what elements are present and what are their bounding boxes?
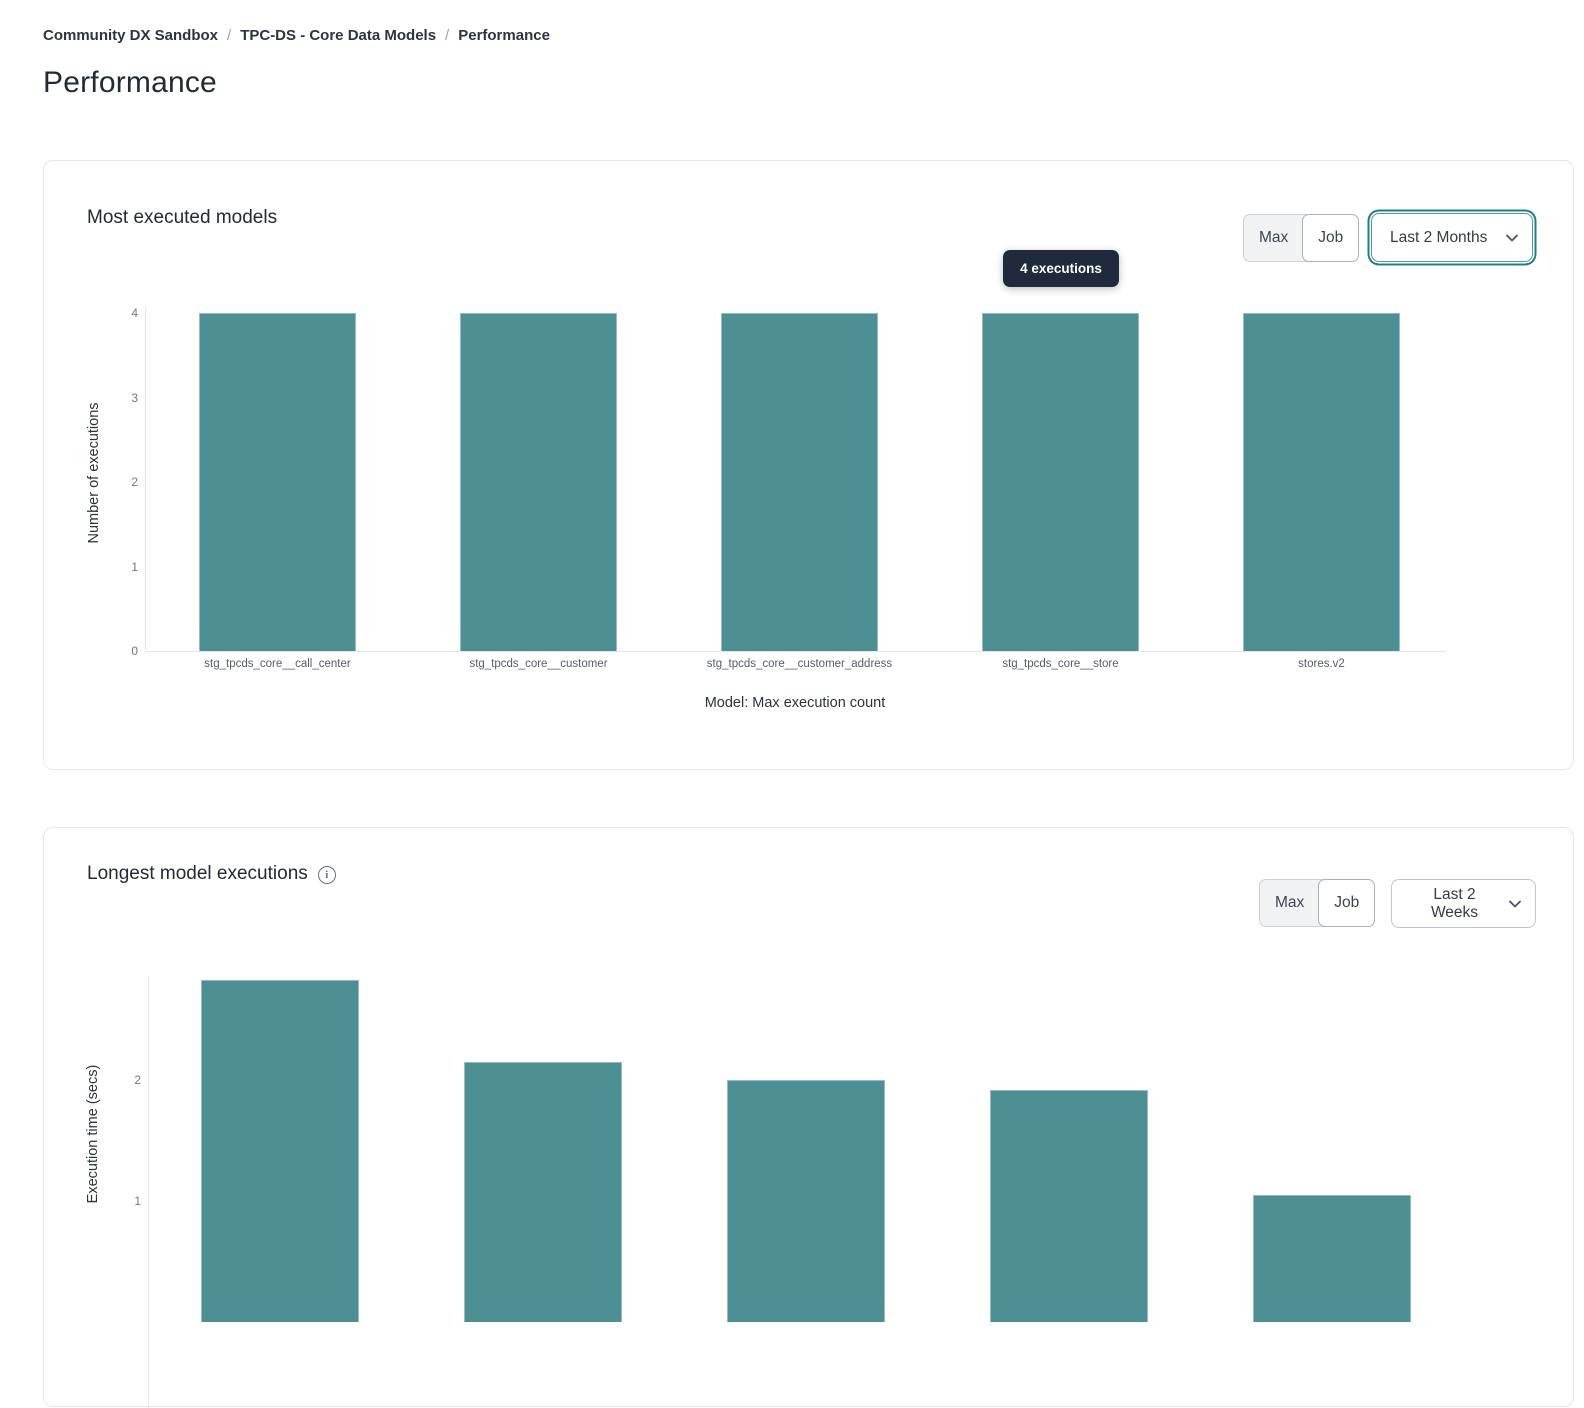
bar[interactable] (982, 313, 1139, 651)
x-category-label: stores.v2 (1298, 658, 1345, 670)
y-tick-label: 2 (134, 1073, 141, 1087)
bar[interactable] (727, 1080, 885, 1322)
time-range-value: Last 2 Months (1390, 228, 1488, 246)
x-category-label: stg_tpcds_core__customer_address (706, 658, 893, 670)
chart-title-text: Most executed models (87, 207, 278, 228)
bar[interactable] (1243, 313, 1400, 651)
info-icon[interactable]: i (317, 866, 336, 884)
x-category-label: stg_tpcds_core__store (1002, 658, 1119, 670)
toggle-max-button[interactable]: Max (1260, 880, 1319, 926)
y-tick-label: 1 (131, 559, 138, 574)
y-axis-line (145, 306, 146, 651)
bar[interactable] (1253, 1194, 1411, 1322)
x-category-label: stg_tpcds_core__call_center (204, 658, 351, 670)
most-executed-models-chart: 0 1 2 3 4 stg_tpcds_core__call_center stg_tpcd… (44, 161, 1573, 769)
max-job-toggle: Max Job (1243, 214, 1360, 262)
card-most-executed-models: Most executed models Max Job Last 2 Mont… (43, 160, 1574, 770)
page-title: Performance (43, 66, 217, 99)
x-axis-line (145, 651, 1445, 652)
y-tick-label: 4 (131, 306, 138, 320)
bar[interactable] (199, 313, 356, 651)
y-tick-label: 1 (134, 1194, 141, 1208)
max-job-toggle: Max Job (1259, 879, 1376, 927)
chevron-down-icon (1509, 900, 1521, 907)
y-axis-title: Number of executions (86, 402, 102, 544)
y-tick-label: 2 (131, 475, 138, 489)
toggle-job-button[interactable]: Job (1318, 879, 1376, 927)
y-axis-line (148, 976, 149, 1408)
chart-title-most-executed: Most executed models (87, 207, 277, 229)
chart-title-text: Longest model executions (87, 863, 308, 884)
bar[interactable] (990, 1089, 1148, 1322)
chevron-down-icon (1506, 234, 1518, 241)
bar[interactable] (460, 313, 617, 651)
time-range-value: Last 2 Weeks (1430, 885, 1479, 921)
breadcrumb-separator: / (227, 27, 232, 44)
breadcrumb-separator: / (445, 27, 450, 44)
y-tick-label: 0 (131, 644, 138, 658)
y-tick-label: 3 (131, 390, 138, 405)
x-category-label: stg_tpcds_core__customer (469, 658, 608, 670)
breadcrumb-item[interactable]: TPC-DS - Core Data Models (240, 27, 437, 44)
performance-page: Community DX Sandbox / TPC-DS - Core Data … (43, 27, 1574, 1408)
chart-title-longest-executions: Longest model executions i (87, 863, 336, 885)
bar[interactable] (201, 979, 359, 1322)
bar[interactable] (721, 313, 878, 651)
breadcrumb-item[interactable]: Community DX Sandbox (43, 27, 219, 44)
card-longest-model-executions: Longest model executions i Max Job Last … (43, 827, 1574, 1408)
chart-tooltip: 4 executions (1003, 250, 1119, 287)
toggle-job-button[interactable]: Job (1302, 214, 1360, 262)
breadcrumb: Community DX Sandbox / TPC-DS - Core Data … (43, 27, 550, 44)
y-axis-title: Execution time (secs) (85, 1064, 101, 1204)
time-range-dropdown[interactable]: Last 2 Weeks (1391, 879, 1536, 928)
toggle-max-button[interactable]: Max (1244, 215, 1303, 261)
breadcrumb-item: Performance (458, 27, 550, 44)
x-axis-title: Model: Max execution count (704, 695, 886, 711)
bar[interactable] (464, 1061, 622, 1322)
time-range-dropdown[interactable]: Last 2 Months (1371, 213, 1533, 262)
